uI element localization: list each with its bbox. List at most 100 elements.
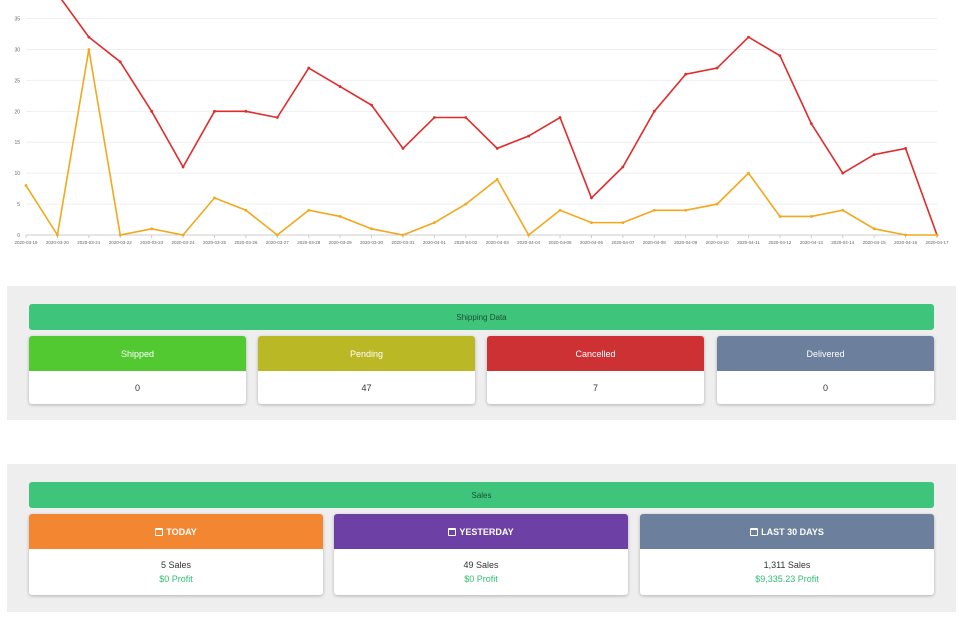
data-point bbox=[118, 233, 122, 237]
data-point bbox=[370, 227, 373, 231]
data-point bbox=[652, 109, 656, 113]
calendar-icon bbox=[155, 527, 164, 536]
x-tick-label: 2020-03-25 bbox=[203, 240, 227, 245]
sales-panel: Sales TODAY 5 Sales $0 Profit YESTERDAY … bbox=[7, 464, 956, 612]
today-card-header: TODAY bbox=[29, 514, 323, 549]
x-tick-label: 2020-03-31 bbox=[391, 240, 415, 245]
data-point bbox=[747, 171, 750, 175]
y-tick-label: 15 bbox=[14, 140, 20, 146]
x-tick-label: 2020-03-22 bbox=[109, 240, 133, 245]
today-profit: $0 Profit bbox=[159, 574, 193, 584]
cancelled-card-header: Cancelled bbox=[487, 336, 704, 371]
today-label: TODAY bbox=[166, 526, 197, 537]
data-point bbox=[307, 208, 311, 212]
data-point bbox=[401, 147, 405, 150]
data-point bbox=[872, 227, 876, 231]
last-30-days-card[interactable]: LAST 30 DAYS 1,311 Sales $9,335.23 Profi… bbox=[640, 514, 934, 595]
data-point bbox=[904, 147, 907, 150]
shipping-header: Shipping Data bbox=[29, 304, 934, 330]
data-point bbox=[809, 215, 813, 218]
sales-line-chart: 0 5 10 15 20 25 30 35 2020-03-19 2020-03-20 2020-0… bbox=[0, 0, 962, 250]
data-point bbox=[778, 54, 782, 58]
x-tick-label: 2020-04-08 bbox=[643, 240, 667, 245]
data-point bbox=[684, 208, 688, 212]
data-point bbox=[904, 233, 907, 237]
data-point bbox=[590, 196, 593, 200]
pending-card[interactable]: Pending 47 bbox=[258, 336, 475, 404]
data-point bbox=[495, 147, 499, 150]
data-point bbox=[150, 227, 154, 231]
x-tick-label: 2020-04-09 bbox=[674, 240, 698, 245]
shipped-card[interactable]: Shipped 0 bbox=[29, 336, 246, 404]
yesterday-label: YESTERDAY bbox=[459, 526, 514, 537]
yesterday-profit: $0 Profit bbox=[464, 574, 498, 584]
sales-header: Sales bbox=[29, 482, 934, 508]
delivered-card[interactable]: Delivered 0 bbox=[717, 336, 934, 404]
cancelled-count: 7 bbox=[592, 382, 598, 393]
last-30-days-profit: $9,335.23 Profit bbox=[755, 574, 819, 584]
data-point bbox=[338, 85, 342, 88]
yesterday-card[interactable]: YESTERDAY 49 Sales $0 Profit bbox=[334, 514, 628, 595]
x-tick-label: 2020-03-23 bbox=[140, 240, 164, 245]
yesterday-card-header: YESTERDAY bbox=[334, 514, 628, 549]
yesterday-sales: 49 Sales bbox=[463, 560, 499, 570]
data-point bbox=[558, 208, 562, 212]
data-point bbox=[87, 35, 91, 39]
data-point bbox=[275, 233, 279, 237]
last-30-days-sales: 1,311 Sales bbox=[763, 560, 811, 570]
series-line-1 bbox=[25, 49, 937, 238]
x-tick-label: 2020-03-27 bbox=[266, 240, 290, 245]
x-tick-label: 2020-04-06 bbox=[580, 240, 604, 245]
y-tick-label: 10 bbox=[14, 171, 20, 177]
data-point bbox=[213, 109, 216, 113]
data-point bbox=[401, 233, 405, 237]
data-point bbox=[715, 66, 719, 70]
y-tick-label: 20 bbox=[14, 109, 20, 115]
data-point bbox=[558, 116, 562, 119]
x-tick-label: 2020-04-05 bbox=[549, 240, 573, 245]
x-tick-label: 2020-03-24 bbox=[172, 240, 196, 245]
data-point bbox=[527, 134, 531, 138]
y-tick-label: 0 bbox=[17, 233, 20, 239]
chart-svg: 0 5 10 15 20 25 30 35 2020-03-19 2020-03-20 2020-0… bbox=[14, 0, 949, 245]
x-tick-label: 2020-03-21 bbox=[77, 240, 101, 245]
data-point bbox=[715, 202, 719, 206]
x-tick-label: 2020-04-12 bbox=[768, 240, 792, 245]
y-tick-label: 35 bbox=[14, 17, 20, 23]
data-point bbox=[809, 122, 813, 126]
data-point bbox=[150, 109, 154, 113]
x-tick-label: 2020-03-20 bbox=[46, 240, 70, 245]
data-point bbox=[935, 233, 939, 237]
data-point bbox=[872, 153, 876, 157]
x-tick-label: 2020-03-26 bbox=[234, 240, 258, 245]
x-tick-label: 2020-03-30 bbox=[360, 240, 384, 245]
x-tick-label: 2020-03-29 bbox=[329, 240, 353, 245]
data-point bbox=[841, 208, 845, 212]
data-point bbox=[652, 208, 656, 212]
last-30-days-label: LAST 30 DAYS bbox=[761, 526, 824, 537]
pending-card-header: Pending bbox=[258, 336, 475, 371]
last-30-days-card-header: LAST 30 DAYS bbox=[640, 514, 934, 549]
data-point bbox=[464, 116, 468, 119]
data-point bbox=[527, 233, 531, 237]
shipped-card-header: Shipped bbox=[29, 336, 246, 371]
x-tick-label: 2020-04-04 bbox=[517, 240, 541, 245]
data-point bbox=[747, 35, 750, 39]
x-tick-label: 2020-04-14 bbox=[831, 240, 855, 245]
data-point bbox=[213, 196, 216, 200]
cancelled-card[interactable]: Cancelled 7 bbox=[487, 336, 704, 404]
data-point bbox=[244, 208, 248, 212]
y-tick-label: 5 bbox=[17, 202, 20, 208]
today-sales: 5 Sales bbox=[160, 560, 192, 570]
data-point bbox=[307, 66, 311, 70]
data-point bbox=[778, 215, 782, 218]
shipping-panel: Shipping Data Shipped 0 Pending 47 Cance… bbox=[7, 286, 956, 420]
data-point bbox=[432, 221, 436, 225]
calendar-icon bbox=[750, 527, 759, 536]
delivered-count: 0 bbox=[822, 382, 828, 393]
today-card[interactable]: TODAY 5 Sales $0 Profit bbox=[29, 514, 323, 595]
x-tick-label: 2020-04-11 bbox=[737, 240, 760, 245]
x-tick-label: 2020-03-28 bbox=[297, 240, 321, 245]
data-point bbox=[56, 233, 59, 237]
x-tick-label: 2020-04-07 bbox=[611, 240, 635, 245]
